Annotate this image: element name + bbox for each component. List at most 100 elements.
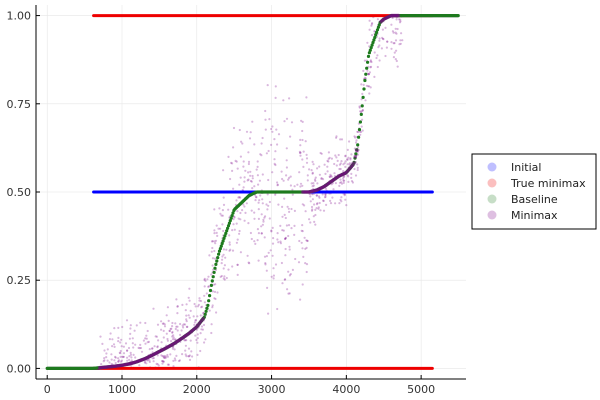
minimax-point	[283, 213, 286, 216]
minimax-point	[270, 143, 273, 146]
minimax-point	[216, 291, 219, 294]
minimax-point	[221, 258, 224, 261]
minimax-point	[320, 177, 323, 180]
minimax-point	[202, 323, 206, 327]
minimax-point	[134, 356, 137, 359]
minimax-point	[342, 163, 345, 166]
minimax-point	[390, 47, 393, 50]
minimax-point	[312, 215, 315, 218]
minimax-point	[353, 135, 356, 138]
minimax-point	[260, 142, 263, 145]
baseline-point	[375, 28, 380, 32]
minimax-point	[279, 242, 282, 245]
minimax-point	[215, 224, 218, 227]
minimax-point	[320, 152, 323, 155]
minimax-point	[347, 156, 350, 159]
minimax-point	[284, 237, 287, 240]
minimax-point	[203, 278, 206, 281]
baseline-point	[223, 234, 227, 238]
baseline-point	[205, 306, 209, 310]
minimax-point	[192, 315, 195, 318]
minimax-point	[110, 358, 113, 361]
minimax-point	[313, 178, 317, 181]
minimax-point	[257, 208, 260, 211]
minimax-point	[176, 329, 179, 332]
minimax-point	[183, 323, 187, 326]
y-tick-label: 0.50	[7, 186, 32, 199]
minimax-point	[370, 34, 374, 37]
minimax-point	[311, 193, 314, 196]
minimax-point	[288, 245, 291, 248]
x-axis-ticks: 0 1000 2000 3000 4000 5000	[44, 375, 435, 396]
minimax-point	[214, 283, 217, 286]
minimax-point	[395, 49, 398, 52]
minimax-point	[318, 165, 321, 168]
minimax-point	[232, 223, 235, 226]
minimax-point	[381, 37, 385, 40]
minimax-point	[338, 181, 342, 184]
baseline-point	[221, 239, 225, 243]
minimax-point	[219, 212, 222, 215]
minimax-point	[185, 320, 188, 323]
minimax-point	[266, 84, 269, 87]
minimax-point	[306, 179, 309, 182]
minimax-point	[281, 205, 284, 208]
minimax-point	[171, 321, 174, 325]
legend-box	[471, 153, 597, 230]
y-tick-label: 0.00	[7, 362, 32, 375]
minimax-point	[166, 355, 169, 358]
minimax-point	[144, 321, 147, 325]
minimax-point	[299, 298, 302, 301]
minimax-point	[160, 354, 163, 357]
minimax-point	[155, 335, 158, 338]
baseline-point	[370, 43, 374, 47]
minimax-point	[241, 142, 244, 145]
minimax-point	[201, 328, 204, 331]
minimax-point	[237, 196, 240, 199]
minimax-point	[317, 206, 320, 209]
minimax-point	[267, 149, 270, 153]
minimax-point	[181, 303, 184, 306]
minimax-point	[220, 274, 223, 278]
minimax-point	[246, 254, 249, 257]
minimax-point	[232, 187, 235, 190]
minimax-point	[356, 130, 359, 133]
minimax-point	[222, 196, 225, 199]
minimax-point	[162, 360, 165, 363]
minimax-point	[304, 262, 307, 265]
baseline-point	[228, 219, 232, 223]
minimax-point	[245, 202, 248, 205]
minimax-point	[121, 325, 124, 329]
minimax-point	[363, 59, 366, 62]
minimax-point	[161, 362, 164, 365]
minimax-point	[324, 195, 327, 198]
minimax-point	[229, 248, 232, 251]
minimax-point	[331, 196, 334, 199]
minimax-point	[319, 209, 322, 212]
minimax-point	[194, 334, 197, 337]
minimax-point	[299, 138, 302, 141]
minimax-point	[131, 337, 134, 340]
minimax-point	[239, 176, 242, 179]
minimax-point	[195, 338, 198, 342]
minimax-point	[286, 205, 289, 208]
minimax-point	[272, 237, 275, 240]
minimax-point	[167, 319, 170, 322]
minimax-point	[174, 338, 177, 341]
minimax-point	[368, 19, 371, 22]
minimax-point	[161, 360, 164, 363]
minimax-point	[132, 353, 135, 356]
minimax-point	[289, 273, 292, 276]
minimax-point	[235, 241, 238, 244]
minimax-point	[395, 32, 398, 35]
minimax-point	[289, 175, 292, 178]
minimax-point	[276, 181, 279, 184]
minimax-point	[218, 207, 221, 210]
minimax-point	[313, 203, 316, 206]
baseline-point	[374, 33, 378, 37]
minimax-point	[276, 307, 279, 311]
minimax-point	[173, 338, 176, 341]
minimax-point	[231, 249, 235, 252]
minimax-point	[318, 201, 321, 205]
minimax-point	[236, 263, 239, 266]
